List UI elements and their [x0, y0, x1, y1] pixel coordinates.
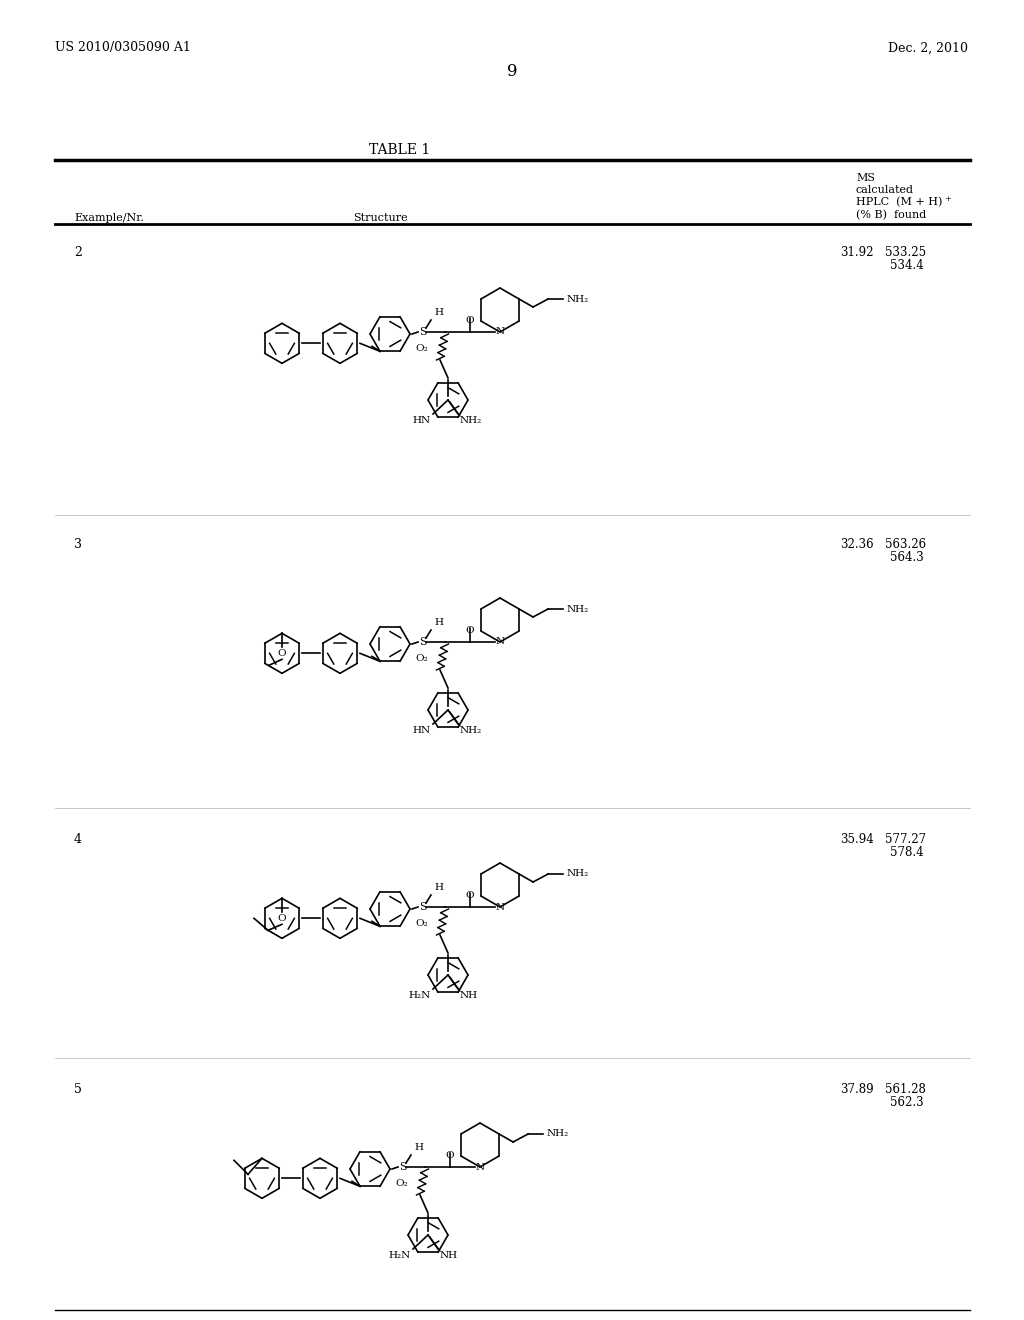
Text: N: N — [496, 903, 505, 912]
Text: S: S — [419, 902, 427, 912]
Text: Dec. 2, 2010: Dec. 2, 2010 — [888, 41, 968, 54]
Text: Structure: Structure — [352, 213, 408, 223]
Text: NH₂: NH₂ — [460, 416, 482, 425]
Text: S: S — [419, 638, 427, 647]
Text: O₂: O₂ — [416, 345, 428, 352]
Text: 9: 9 — [507, 63, 517, 81]
Text: NH₂: NH₂ — [546, 1130, 568, 1138]
Text: HPLC  (M + H): HPLC (M + H) — [856, 197, 942, 207]
Text: O: O — [278, 915, 287, 923]
Text: H: H — [434, 883, 443, 892]
Text: 534.4: 534.4 — [890, 259, 924, 272]
Text: TABLE 1: TABLE 1 — [370, 143, 431, 157]
Text: HN: HN — [413, 416, 431, 425]
Text: US 2010/0305090 A1: US 2010/0305090 A1 — [55, 41, 190, 54]
Text: HN: HN — [413, 726, 431, 735]
Text: N: N — [475, 1163, 484, 1172]
Text: NH₂: NH₂ — [566, 294, 589, 304]
Text: H: H — [414, 1143, 423, 1152]
Text: N: N — [496, 327, 505, 337]
Text: NH₂: NH₂ — [566, 870, 589, 879]
Text: 5: 5 — [74, 1082, 82, 1096]
Text: O: O — [466, 315, 474, 325]
Text: H₂N: H₂N — [389, 1251, 411, 1261]
Text: O₂: O₂ — [395, 1179, 409, 1188]
Text: 35.94: 35.94 — [840, 833, 873, 846]
Text: O: O — [278, 649, 287, 659]
Text: 4: 4 — [74, 833, 82, 846]
Text: O₂: O₂ — [416, 919, 428, 928]
Text: H: H — [434, 308, 443, 317]
Text: O: O — [466, 891, 474, 900]
Text: (% B)  found: (% B) found — [856, 210, 927, 220]
Text: +: + — [944, 195, 951, 203]
Text: 37.89: 37.89 — [840, 1082, 873, 1096]
Text: 564.3: 564.3 — [890, 550, 924, 564]
Text: NH: NH — [460, 991, 478, 1001]
Text: O₂: O₂ — [416, 653, 428, 663]
Text: Example/Nr.: Example/Nr. — [74, 213, 144, 223]
Text: N: N — [496, 638, 505, 647]
Text: S: S — [399, 1162, 407, 1172]
Text: O: O — [445, 1151, 455, 1160]
Text: 563.26: 563.26 — [885, 539, 926, 550]
Text: 31.92: 31.92 — [840, 246, 873, 259]
Text: H: H — [434, 618, 443, 627]
Text: 578.4: 578.4 — [890, 846, 924, 859]
Text: O: O — [466, 626, 474, 635]
Text: S: S — [419, 327, 427, 337]
Text: 2: 2 — [74, 246, 82, 259]
Text: calculated: calculated — [856, 185, 914, 195]
Text: NH: NH — [440, 1251, 458, 1261]
Text: H₂N: H₂N — [409, 991, 431, 1001]
Text: 562.3: 562.3 — [890, 1096, 924, 1109]
Text: NH₂: NH₂ — [566, 605, 589, 614]
Text: MS: MS — [856, 173, 874, 183]
Text: 561.28: 561.28 — [885, 1082, 926, 1096]
Text: NH₂: NH₂ — [460, 726, 482, 735]
Text: 577.27: 577.27 — [885, 833, 926, 846]
Text: 32.36: 32.36 — [840, 539, 873, 550]
Text: 3: 3 — [74, 539, 82, 550]
Text: 533.25: 533.25 — [885, 246, 926, 259]
